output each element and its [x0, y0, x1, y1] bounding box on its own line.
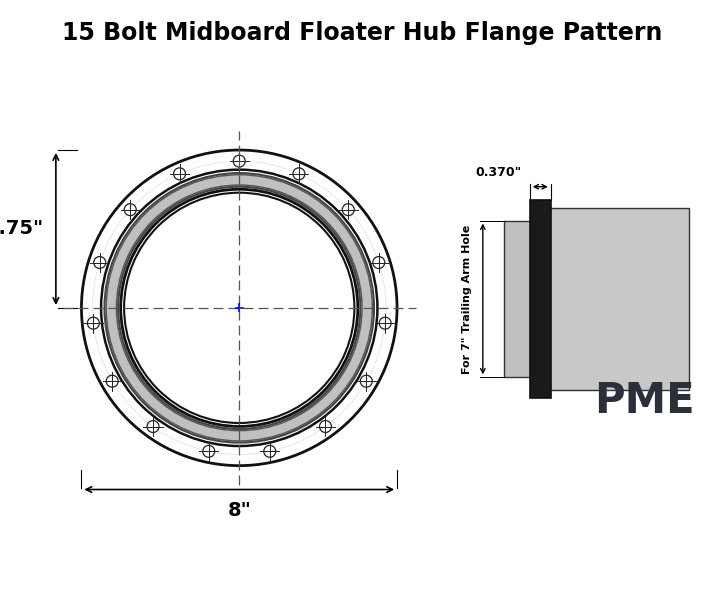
Bar	[545, 208, 689, 390]
Text: 0.370": 0.370"	[476, 166, 522, 179]
Text: 15 Bolt Midboard Floater Hub Flange Pattern: 15 Bolt Midboard Floater Hub Flange Patt…	[62, 21, 663, 45]
Text: PME: PME	[594, 379, 695, 422]
Bar	[504, 221, 535, 377]
Circle shape	[81, 150, 397, 466]
Text: 8": 8"	[228, 501, 251, 520]
Circle shape	[118, 186, 360, 429]
Circle shape	[104, 173, 374, 443]
Bar	[530, 200, 551, 398]
Circle shape	[124, 192, 355, 423]
Text: 3.75": 3.75"	[0, 220, 44, 239]
Text: For 7" Trailing Arm Hole: For 7" Trailing Arm Hole	[463, 224, 472, 374]
